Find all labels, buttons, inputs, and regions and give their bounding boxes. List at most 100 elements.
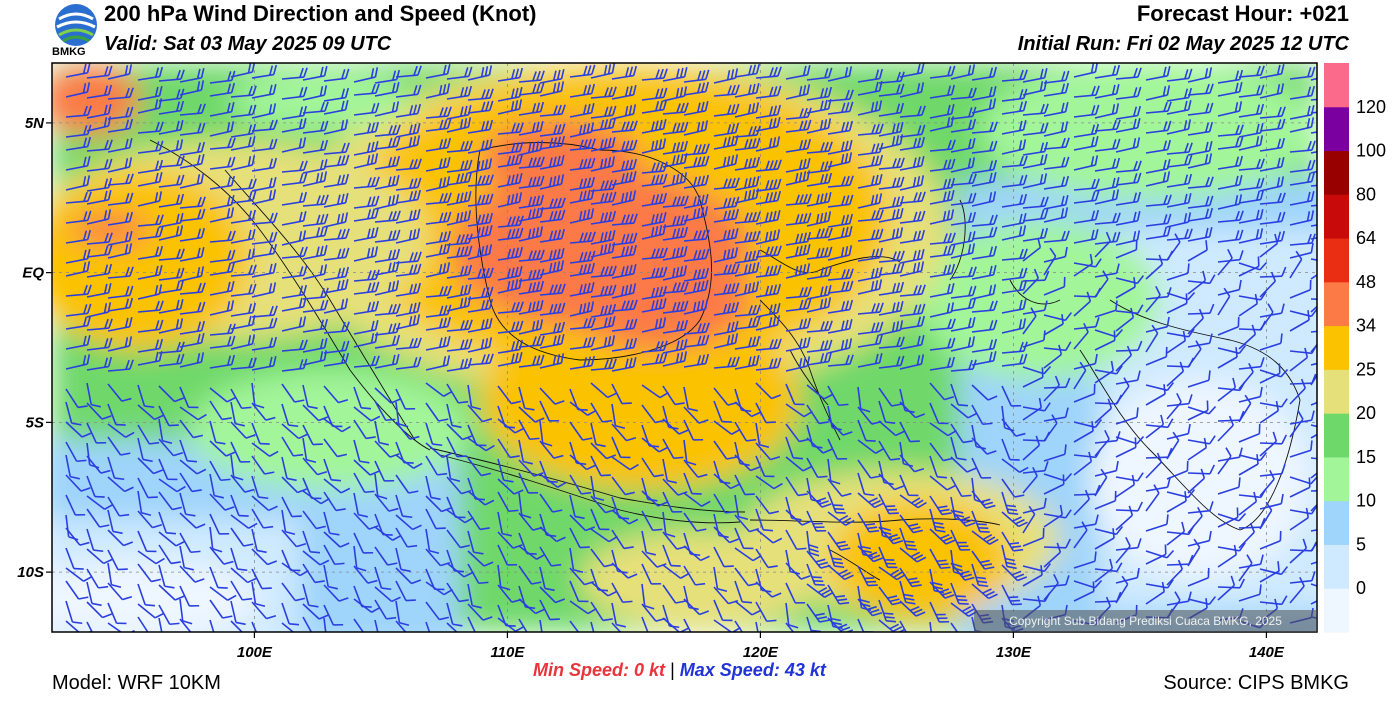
wind-barb [662,281,689,294]
wind-barb [86,455,111,474]
wind-barb [374,82,400,97]
wind-barb [1310,424,1317,432]
wind-barb [497,266,523,281]
wind-barb [209,354,236,369]
wind-barb [662,265,688,281]
wind-barb [209,207,235,223]
wind-barb [806,211,832,227]
wind-barb [1238,293,1259,317]
wind-barb [569,138,596,151]
max-speed-label: Max Speed: [679,660,780,680]
wind-barb [755,190,782,205]
wind-barb [1187,274,1216,285]
wind-barb [899,136,926,151]
wind-barb [1145,418,1174,429]
wind-barb [569,157,596,171]
wind-barb [1259,192,1286,205]
wind-barb [158,318,184,334]
wind-barb [425,106,452,119]
wind-barb [281,403,299,428]
wind-barb [1289,191,1315,206]
wind-barb [1073,291,1092,317]
wind-barb [86,232,113,245]
wind-barb [137,245,164,260]
wind-barb [302,66,328,81]
wind-barb [251,212,278,225]
wind-barb [785,119,812,133]
wind-barb [611,244,638,259]
wind-barb [1073,229,1099,244]
wind-barb [353,472,375,494]
wind-barb [1001,267,1028,281]
wind-barb [1238,158,1265,171]
wind-barb [446,403,462,429]
wind-barb [611,456,639,471]
wind-barb [611,357,637,372]
wind-barb [1310,128,1317,134]
wind-barb [107,423,135,438]
wind-barb [539,135,566,150]
wind-barb [251,64,278,79]
wind-barb [395,314,421,330]
wind-barb [950,87,977,100]
wind-barb [1217,69,1244,84]
wind-barb [713,400,732,423]
wind-barb [1187,400,1209,421]
wind-barb [806,297,832,313]
wind-barb [137,226,164,240]
wind-barb [1094,429,1110,457]
wind-barb [569,401,597,416]
wind-barb [323,279,349,294]
wind-barb [302,139,329,154]
wind-barb [827,458,841,485]
wind-barb [785,317,812,332]
wind-barb [281,172,308,186]
wind-barb [230,104,257,118]
wind-barb [929,283,955,298]
wind-barb [1238,357,1265,370]
wind-barb [971,121,998,134]
wind-barb [497,215,524,228]
wind-barb [353,439,370,464]
wind-barb [281,211,307,226]
wind-barb [569,355,596,370]
wind-barb [65,82,91,98]
wind-barb [65,261,91,277]
wind-barb [971,226,998,240]
initial-run: Initial Run: Fri 02 May 2025 12 UTC [1017,33,1349,55]
colorbar-swatch [1324,544,1349,589]
wind-barb [662,246,688,261]
wind-barb [1043,375,1061,402]
wind-barb [425,262,451,278]
wind-barb [785,298,812,312]
wind-barb [929,442,954,462]
wind-barb [395,282,422,297]
wind-barb [179,122,206,136]
wind-barb [137,457,164,475]
wind-barb [446,264,473,279]
wind-barb [785,337,811,352]
wind-barb [683,81,710,96]
wind-barb [1310,183,1317,187]
wind-barb [662,300,689,314]
wind-barb [569,336,596,350]
wind-barb [734,230,761,244]
wind-barb [827,438,848,460]
wind-barb [662,438,684,460]
wind-barb [929,455,948,479]
wind-barb [611,283,637,299]
wind-barb [86,104,112,119]
wind-barb [1166,142,1193,155]
wind-barb [281,358,308,372]
wind-barb [662,351,688,367]
wind-barb [806,384,834,400]
wind-barb [251,157,278,172]
wind-barb [65,388,88,409]
wind-barb [713,247,739,263]
wind-barb [899,354,925,370]
wind-barb [1094,212,1121,225]
wind-barb [65,335,91,350]
wind-barb [1073,104,1100,118]
colorbar-label: 25 [1356,359,1376,379]
wind-barb [1187,121,1214,136]
